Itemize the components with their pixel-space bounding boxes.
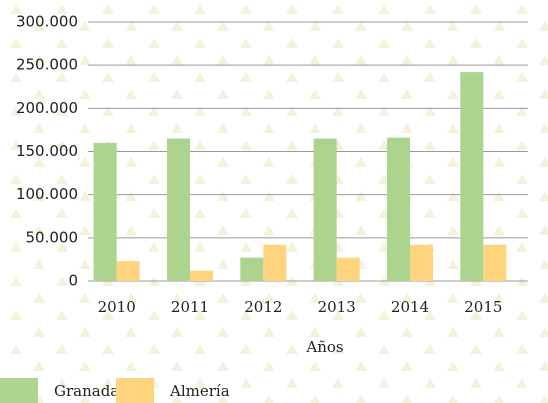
x-tick-label: 2015 — [464, 298, 502, 316]
bar — [190, 270, 213, 281]
bar — [93, 142, 117, 281]
bar — [116, 261, 140, 281]
y-tick-label: 300.000 — [16, 13, 78, 31]
bar — [387, 137, 410, 281]
y-tick-label: 100.000 — [16, 185, 78, 203]
x-tick-label: 2010 — [98, 298, 136, 316]
y-tick-label: 150.000 — [16, 142, 78, 160]
x-tick-label: 2011 — [171, 298, 209, 316]
bar — [313, 138, 337, 281]
y-tick-label: 0 — [68, 272, 78, 290]
bar — [460, 72, 484, 281]
bar — [410, 244, 433, 281]
legend-label: Almería — [169, 382, 230, 400]
y-tick-label: 200.000 — [16, 99, 78, 117]
bar — [483, 244, 507, 281]
bar — [263, 244, 287, 281]
bar — [336, 257, 360, 281]
bar — [167, 138, 190, 281]
x-tick-label: 2013 — [318, 298, 356, 316]
x-tick-label: 2012 — [244, 298, 282, 316]
x-axis-label: Años — [305, 338, 343, 356]
y-tick-label: 50.000 — [26, 228, 79, 246]
y-tick-label: 250.000 — [16, 56, 78, 74]
legend-swatch — [0, 378, 38, 403]
legend-swatch — [116, 378, 154, 403]
legend-label: Granada — [54, 382, 119, 400]
bar — [240, 257, 264, 281]
x-tick-label: 2014 — [391, 298, 429, 316]
